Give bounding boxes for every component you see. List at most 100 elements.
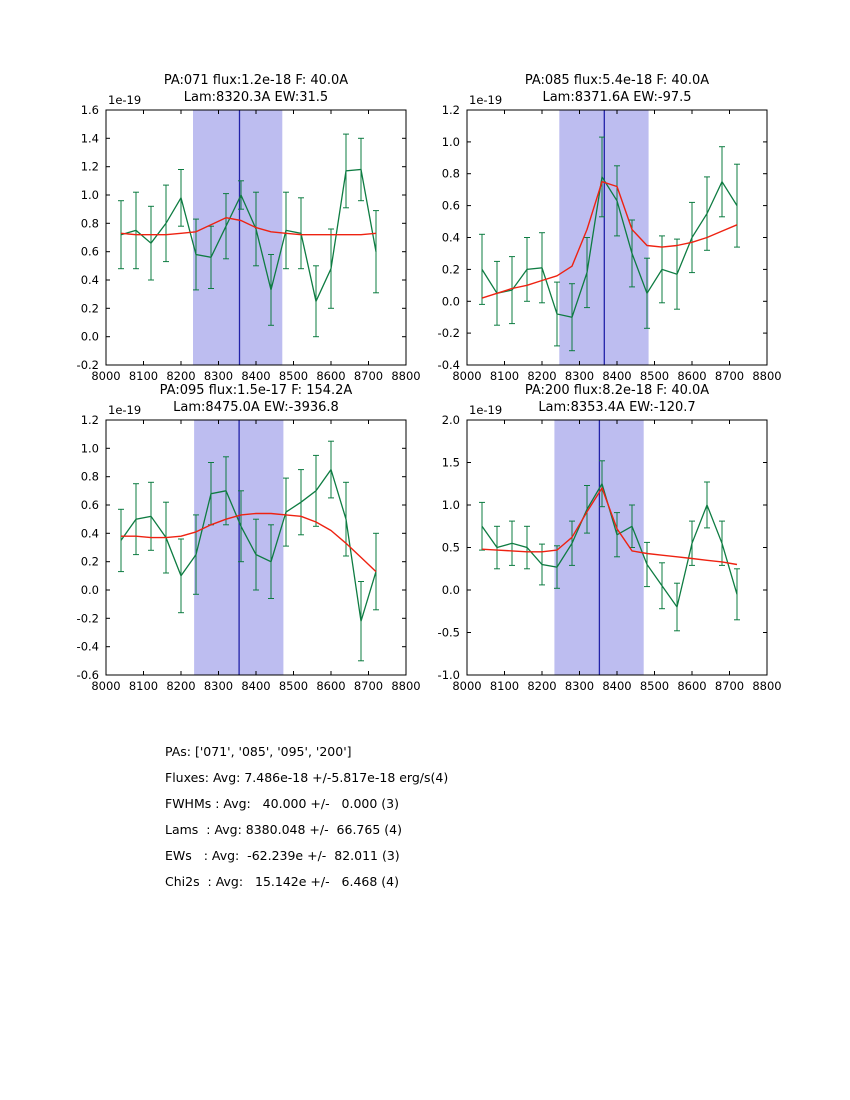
svg-text:1.0: 1.0 — [81, 188, 99, 202]
svg-text:0.2: 0.2 — [81, 301, 99, 315]
plot-title-line1: PA:085 flux:5.4e-18 F: 40.0A — [524, 73, 710, 88]
plot-title-line2: Lam:8320.3A EW:31.5 — [183, 90, 329, 105]
plot-title-pa-095: PA:095 flux:1.5e-17 F: 154.2A Lam:8475.0… — [106, 382, 406, 416]
svg-text:1e-19: 1e-19 — [108, 403, 141, 417]
plot-area-pa-071: 8000 8100 8200 8300 8400 8500 8600 8700 8800 -0.2… — [77, 93, 421, 383]
svg-text:8300: 8300 — [204, 369, 233, 383]
svg-text:8100: 8100 — [490, 369, 519, 383]
svg-text:0.5: 0.5 — [442, 541, 460, 555]
svg-text:8300: 8300 — [565, 679, 594, 693]
svg-text:8400: 8400 — [602, 369, 631, 383]
svg-text:0.0: 0.0 — [81, 330, 99, 344]
svg-text:1.2: 1.2 — [442, 103, 460, 117]
summary-line-pas: PAs: ['071', '085', '095', '200'] — [165, 744, 352, 759]
svg-text:-0.2: -0.2 — [438, 326, 460, 340]
svg-text:8000: 8000 — [91, 369, 120, 383]
svg-text:8100: 8100 — [129, 679, 158, 693]
svg-text:-0.4: -0.4 — [77, 640, 99, 654]
svg-text:1e-19: 1e-19 — [108, 93, 141, 107]
svg-text:8700: 8700 — [715, 369, 744, 383]
svg-text:0.2: 0.2 — [442, 262, 460, 276]
svg-text:8400: 8400 — [241, 679, 270, 693]
svg-text:8300: 8300 — [565, 369, 594, 383]
svg-text:-0.4: -0.4 — [438, 358, 460, 372]
svg-text:1.0: 1.0 — [442, 498, 460, 512]
svg-text:8800: 8800 — [391, 369, 420, 383]
svg-text:0.0: 0.0 — [442, 294, 460, 308]
svg-text:-0.2: -0.2 — [77, 358, 99, 372]
svg-text:8500: 8500 — [640, 679, 669, 693]
svg-text:0.6: 0.6 — [81, 245, 99, 259]
plot-title-line1: PA:071 flux:1.2e-18 F: 40.0A — [163, 73, 349, 88]
svg-text:8600: 8600 — [316, 369, 345, 383]
svg-text:1.0: 1.0 — [442, 135, 460, 149]
summary-line-ews: EWs : Avg: -62.239e +/- 82.011 (3) — [165, 848, 400, 863]
svg-text:8100: 8100 — [129, 369, 158, 383]
svg-text:8000: 8000 — [91, 679, 120, 693]
svg-text:-1.0: -1.0 — [438, 668, 460, 682]
summary-line-fluxes: Fluxes: Avg: 7.486e-18 +/-5.817e-18 erg/… — [165, 770, 449, 785]
svg-text:8700: 8700 — [715, 679, 744, 693]
svg-text:8600: 8600 — [677, 369, 706, 383]
svg-text:8800: 8800 — [752, 679, 781, 693]
svg-text:-0.6: -0.6 — [77, 668, 99, 682]
svg-text:1e-19: 1e-19 — [469, 403, 502, 417]
svg-text:1.5: 1.5 — [442, 456, 460, 470]
svg-text:8500: 8500 — [279, 679, 308, 693]
svg-text:0.2: 0.2 — [81, 555, 99, 569]
summary-line-lams: Lams : Avg: 8380.048 +/- 66.765 (4) — [165, 822, 402, 837]
svg-text:0.4: 0.4 — [442, 231, 460, 245]
svg-text:1.2: 1.2 — [81, 160, 99, 174]
plot-title-pa-071: PA:071 flux:1.2e-18 F: 40.0A Lam:8320.3A… — [106, 72, 406, 106]
svg-text:0.8: 0.8 — [81, 470, 99, 484]
svg-text:8700: 8700 — [354, 369, 383, 383]
svg-text:8400: 8400 — [602, 679, 631, 693]
svg-text:8600: 8600 — [316, 679, 345, 693]
svg-text:0.8: 0.8 — [442, 167, 460, 181]
svg-text:8500: 8500 — [640, 369, 669, 383]
svg-text:8800: 8800 — [391, 679, 420, 693]
svg-text:8000: 8000 — [452, 369, 481, 383]
svg-text:2.0: 2.0 — [442, 413, 460, 427]
svg-text:8500: 8500 — [279, 369, 308, 383]
svg-text:1.2: 1.2 — [81, 413, 99, 427]
svg-text:8800: 8800 — [752, 369, 781, 383]
fit-summary: PAs: ['071', '085', '095', '200'] Fluxes… — [165, 739, 448, 895]
svg-text:1e-19: 1e-19 — [469, 93, 502, 107]
svg-text:8200: 8200 — [527, 679, 556, 693]
svg-text:0.0: 0.0 — [442, 583, 460, 597]
plot-area-pa-095: 8000 8100 8200 8300 8400 8500 8600 8700 8800 -0.6… — [77, 403, 421, 693]
svg-text:1.4: 1.4 — [81, 131, 99, 145]
plot-title-line2: Lam:8371.6A EW:-97.5 — [542, 90, 692, 105]
svg-text:8700: 8700 — [354, 679, 383, 693]
svg-text:0.8: 0.8 — [81, 216, 99, 230]
summary-line-fwhms: FWHMs : Avg: 40.000 +/- 0.000 (3) — [165, 796, 399, 811]
svg-text:0.4: 0.4 — [81, 273, 99, 287]
svg-text:-0.2: -0.2 — [77, 611, 99, 625]
plot-area-pa-200: 8000 8100 8200 8300 8400 8500 8600 8700 8800 -1.0… — [438, 403, 782, 693]
svg-text:8200: 8200 — [166, 679, 195, 693]
plot-title-line2: Lam:8475.0A EW:-3936.8 — [173, 400, 339, 415]
svg-text:0.4: 0.4 — [81, 526, 99, 540]
svg-text:8300: 8300 — [204, 679, 233, 693]
svg-text:8400: 8400 — [241, 369, 270, 383]
svg-text:0.6: 0.6 — [442, 199, 460, 213]
svg-text:8200: 8200 — [527, 369, 556, 383]
svg-text:0.6: 0.6 — [81, 498, 99, 512]
plot-area-pa-085: 8000 8100 8200 8300 8400 8500 8600 8700 8800 -0.4… — [438, 93, 782, 383]
svg-text:1.0: 1.0 — [81, 441, 99, 455]
svg-text:-0.5: -0.5 — [438, 626, 460, 640]
svg-text:0.0: 0.0 — [81, 583, 99, 597]
svg-text:1.6: 1.6 — [81, 103, 99, 117]
svg-text:8100: 8100 — [490, 679, 519, 693]
plot-title-line2: Lam:8353.4A EW:-120.7 — [538, 400, 696, 415]
plot-title-line1: PA:095 flux:1.5e-17 F: 154.2A — [159, 383, 353, 398]
plot-title-pa-200: PA:200 flux:8.2e-18 F: 40.0A Lam:8353.4A… — [467, 382, 767, 416]
svg-text:8200: 8200 — [166, 369, 195, 383]
svg-text:8600: 8600 — [677, 679, 706, 693]
plot-title-line1: PA:200 flux:8.2e-18 F: 40.0A — [524, 383, 710, 398]
summary-line-chi2s: Chi2s : Avg: 15.142e +/- 6.468 (4) — [165, 874, 399, 889]
svg-text:8000: 8000 — [452, 679, 481, 693]
plot-title-pa-085: PA:085 flux:5.4e-18 F: 40.0A Lam:8371.6A… — [467, 72, 767, 106]
